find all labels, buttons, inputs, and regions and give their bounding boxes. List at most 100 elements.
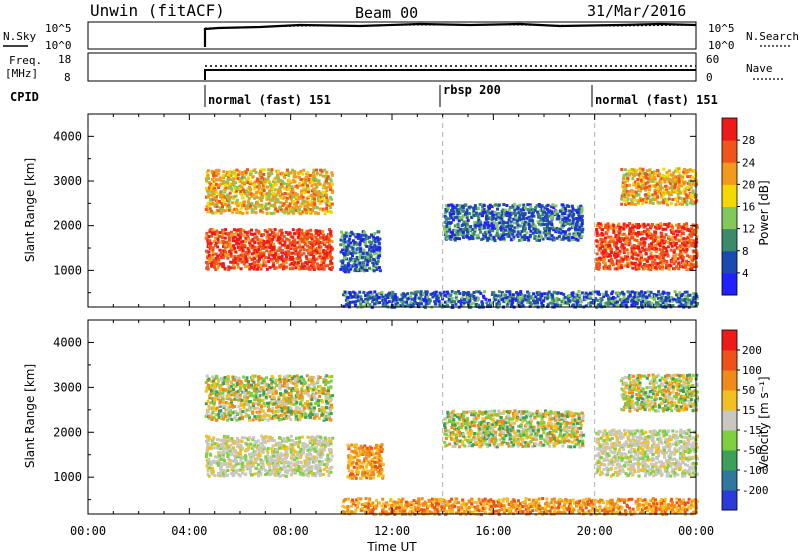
power-echo-cell: [228, 241, 232, 245]
power-echo-cell: [206, 238, 210, 242]
power-echo-cell: [666, 254, 670, 258]
velocity-echo-cell: [287, 464, 291, 468]
power-echo-cell: [628, 238, 632, 242]
power-echo-cell: [272, 242, 276, 246]
power-echo-cell: [295, 231, 299, 235]
power-echo-cell: [621, 259, 625, 263]
power-echo-cell: [458, 207, 462, 211]
power-echo-cell: [365, 244, 369, 248]
power-echo-cell: [227, 236, 231, 240]
power-colorbar-tick-label: 20: [742, 178, 755, 191]
power-echo-cell: [630, 261, 634, 265]
velocity-echo-cell: [317, 450, 321, 454]
power-echo-cell: [327, 243, 331, 247]
power-echo-cell: [604, 245, 608, 249]
velocity-echo-cell: [253, 452, 257, 456]
velocity-echo-cell: [325, 469, 329, 473]
power-echo-cell: [685, 267, 689, 271]
power-echo-cell: [233, 259, 237, 262]
power-echo-cell: [570, 236, 574, 239]
power-echo-cell: [527, 299, 531, 303]
power-echo-cell: [294, 266, 298, 270]
power-echo-cell: [317, 239, 321, 243]
power-echo-cell: [555, 226, 559, 230]
power-echo-cell: [213, 232, 217, 236]
power-echo-cell: [670, 238, 674, 242]
velocity-echo-cell: [217, 461, 221, 465]
power-echo-cell: [659, 238, 663, 242]
power-echo-cell: [509, 211, 513, 215]
power-echo-cell: [362, 264, 366, 268]
power-echo-cell: [354, 300, 358, 304]
velocity-echo-cell: [299, 447, 303, 451]
power-echo-cell: [268, 211, 271, 215]
power-echo-cell: [628, 241, 632, 245]
power-echo-cell: [455, 208, 459, 212]
power-echo-cell: [291, 190, 295, 194]
power-echo-cell: [322, 183, 326, 187]
power-echo-cell: [291, 267, 295, 271]
power-echo-cell: [268, 233, 272, 237]
power-colorbar-tick-label: 8: [742, 245, 749, 258]
power-echo-cell: [568, 227, 572, 231]
power-echo-cell: [602, 259, 606, 263]
power-echo-cell: [578, 303, 582, 307]
power-echo-cell: [219, 193, 223, 197]
power-echo-cell: [521, 299, 525, 303]
power-echo-cell: [526, 301, 530, 305]
power-echo-cell: [307, 190, 310, 194]
power-echo-cell: [209, 193, 213, 197]
power-echo-cell: [687, 180, 691, 183]
power-echo-cell: [645, 193, 649, 196]
power-echo-cell: [314, 183, 318, 187]
power-echo-cell: [618, 227, 622, 231]
velocity-echo-cell: [294, 450, 298, 454]
power-echo-cell: [322, 238, 326, 242]
power-echo-cell: [484, 212, 488, 216]
power-ytick-label: 1000: [53, 263, 82, 277]
power-echo-cell: [612, 229, 616, 233]
velocity-echo-cell: [285, 460, 289, 464]
power-echo-cell: [627, 295, 631, 299]
power-echo-cell: [370, 241, 374, 244]
power-echo-cell: [357, 233, 361, 237]
power-echo-cell: [230, 170, 234, 174]
power-echo-cell: [543, 210, 546, 214]
power-echo-cell: [287, 171, 291, 175]
velocity-echo-cell: [314, 466, 318, 470]
power-echo-cell: [376, 240, 380, 243]
power-echo-cell: [446, 292, 450, 296]
velocity-echo-cell: [232, 439, 236, 443]
power-echo-cell: [493, 210, 497, 214]
power-echo-cell: [207, 254, 211, 257]
power-echo-cell: [612, 300, 616, 304]
power-echo-cell: [250, 265, 253, 269]
power-echo-cell: [493, 221, 497, 225]
power-echo-cell: [246, 252, 250, 256]
power-echo-cell: [654, 225, 657, 229]
power-echo-cell: [637, 263, 641, 267]
power-echo-cell: [360, 265, 364, 269]
power-echo-cell: [241, 183, 245, 187]
velocity-echo-cell: [246, 448, 250, 451]
velocity-echo-cell: [251, 473, 255, 477]
power-echo-cell: [631, 245, 635, 249]
velocity-echo-cell: [260, 443, 264, 447]
power-echo-cell: [605, 251, 609, 255]
power-echo-cell: [270, 183, 274, 187]
power-echo-cell: [451, 204, 455, 208]
power-echo-cell: [285, 185, 289, 189]
power-echo-cell: [250, 201, 254, 205]
power-echo-cell: [649, 268, 653, 272]
power-echo-cell: [257, 183, 261, 187]
power-echo-cell: [235, 189, 239, 193]
power-echo-cell: [368, 266, 371, 270]
power-echo-cell: [494, 293, 498, 297]
power-echo-cell: [282, 261, 286, 265]
power-echo-cell: [577, 290, 581, 293]
power-echo-cell: [508, 223, 512, 227]
power-echo-cell: [444, 216, 448, 220]
velocity-echo-cell: [309, 469, 313, 473]
velocity-echo-cell: [285, 452, 289, 456]
power-echo-cell: [259, 195, 263, 199]
